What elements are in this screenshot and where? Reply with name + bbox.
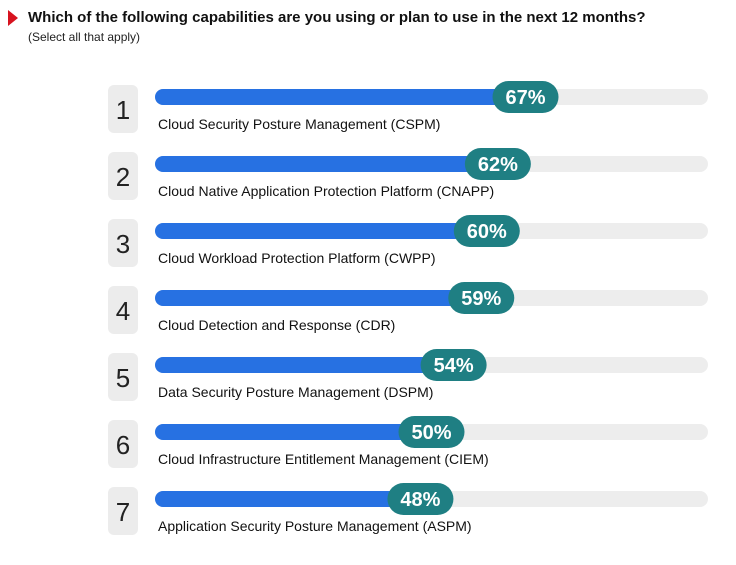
category-label: Cloud Native Application Protection Plat… bbox=[158, 183, 494, 199]
bar-row: 4 59% Cloud Detection and Response (CDR) bbox=[108, 282, 708, 334]
bar-fill bbox=[155, 89, 526, 105]
category-label: Cloud Workload Protection Platform (CWPP… bbox=[158, 250, 436, 266]
rank-number: 3 bbox=[116, 229, 130, 259]
bar-fill bbox=[155, 290, 482, 306]
value-badge bbox=[420, 349, 487, 381]
bar-row: 6 50% Cloud Infrastructure Entitlement Man… bbox=[108, 416, 708, 468]
category-label: Application Security Posture Management … bbox=[158, 518, 472, 534]
rank-number: 4 bbox=[116, 296, 130, 326]
bar-fill bbox=[155, 223, 487, 239]
category-label: Cloud Infrastructure Entitlement Managem… bbox=[158, 451, 489, 467]
value-label: 60% bbox=[467, 221, 507, 243]
rank-number: 5 bbox=[116, 363, 130, 393]
value-label: 50% bbox=[411, 422, 451, 444]
rank-number: 6 bbox=[116, 430, 130, 460]
value-badge bbox=[398, 416, 465, 448]
survey-question: Which of the following capabilities are … bbox=[28, 9, 646, 26]
rank-number: 7 bbox=[116, 497, 130, 527]
value-label: 62% bbox=[478, 154, 518, 176]
bar-fill bbox=[155, 357, 454, 373]
rank-number: 2 bbox=[116, 162, 130, 192]
bar-row: 5 54%Data Security Posture Management (DS… bbox=[108, 349, 708, 401]
rank-box bbox=[108, 286, 138, 334]
value-label: 48% bbox=[400, 489, 440, 511]
rank-box bbox=[108, 85, 138, 133]
value-badge bbox=[464, 148, 531, 180]
value-badge bbox=[492, 81, 559, 113]
rank-box bbox=[108, 353, 138, 401]
bar-row: 2 62% Cloud Native Application Protection … bbox=[108, 148, 708, 200]
value-label: 59% bbox=[461, 288, 501, 310]
category-label: Cloud Security Posture Management (CSPM) bbox=[158, 116, 440, 132]
value-label: 54% bbox=[434, 355, 474, 377]
rank-box bbox=[108, 219, 138, 267]
rank-box bbox=[108, 420, 138, 468]
bar-fill bbox=[155, 156, 498, 172]
rank-number: 1 bbox=[116, 95, 130, 125]
value-badge bbox=[453, 215, 520, 247]
value-badge bbox=[387, 483, 454, 515]
survey-instruction: (Select all that apply) bbox=[28, 30, 141, 44]
bar-row: 7 48% Application Security Posture Managem… bbox=[108, 483, 708, 535]
value-badge bbox=[448, 282, 515, 314]
value-label: 67% bbox=[505, 87, 545, 109]
rank-box bbox=[108, 152, 138, 200]
bar-row: 3 60% Cloud Workload Protection Platform (… bbox=[108, 215, 708, 267]
red-marker-icon bbox=[8, 10, 18, 26]
category-label: Cloud Detection and Response (CDR) bbox=[158, 317, 395, 333]
bar-row: 1 67% Cloud Security Posture Management (C… bbox=[108, 81, 708, 133]
bar-fill bbox=[155, 424, 432, 440]
category-label: Data Security Posture Management (DSPM) bbox=[158, 384, 433, 400]
rank-box bbox=[108, 487, 138, 535]
bar-fill bbox=[155, 491, 421, 507]
